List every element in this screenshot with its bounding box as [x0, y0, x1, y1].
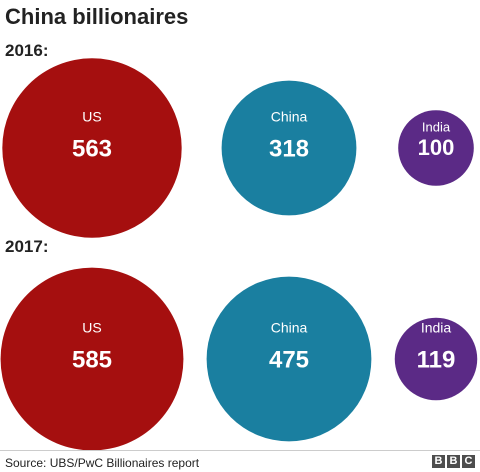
chart-title: China billionaires	[5, 4, 189, 29]
bubble-label-name: China	[271, 109, 308, 125]
logo-letter: C	[462, 455, 475, 468]
year-label-2016: 2016:	[5, 41, 49, 60]
bbc-logo: B B C	[432, 455, 475, 468]
bubble-label-name: India	[422, 119, 451, 134]
bubble-china-2017	[206, 276, 372, 442]
logo-letter: B	[432, 455, 445, 468]
footer-divider	[0, 450, 480, 451]
bubble-chart: US563China318India100US585China475India1…	[0, 58, 478, 450]
bubble-label-value: 475	[269, 346, 309, 373]
bubble-label-value: 119	[417, 346, 456, 373]
source-note: Source: UBS/PwC Billionaires report	[5, 456, 200, 470]
bubble-us-2016	[2, 58, 182, 238]
bubble-china-2016	[221, 80, 357, 216]
bubble-india-2017	[394, 317, 478, 401]
bubble-us-2017	[0, 267, 184, 450]
bubble-label-value: 100	[418, 135, 455, 160]
bubble-label-name: US	[82, 109, 101, 125]
bubble-label-name: India	[421, 320, 452, 336]
bubble-label-value: 585	[72, 346, 112, 373]
bubble-label-name: US	[82, 320, 101, 336]
bubble-label-value: 318	[269, 135, 309, 162]
bubble-label-value: 563	[72, 135, 112, 162]
bubble-label-name: China	[271, 320, 308, 336]
logo-letter: B	[447, 455, 460, 468]
year-label-2017: 2017:	[5, 237, 49, 256]
bubble-india-2016	[398, 110, 474, 186]
